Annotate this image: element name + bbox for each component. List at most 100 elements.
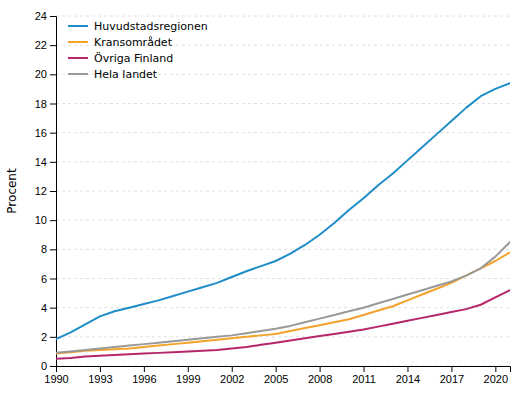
- tick: 22: [35, 39, 56, 51]
- grid-line: [56, 103, 510, 104]
- tick-mark: [50, 104, 56, 105]
- tick-label: 14: [35, 156, 47, 168]
- tick-label: 2017: [440, 373, 464, 385]
- lines: [56, 83, 510, 359]
- tick-label: 24: [35, 10, 47, 22]
- tick: 1990: [44, 366, 68, 385]
- tick: 0: [41, 360, 56, 372]
- tick-label: 0: [41, 360, 47, 372]
- tick-label: 6: [41, 273, 47, 285]
- y-axis-title: Procent: [5, 168, 19, 214]
- tick-mark: [276, 366, 277, 372]
- tick-label: 1993: [88, 373, 112, 385]
- series-line: [56, 252, 510, 353]
- series-line: [56, 290, 510, 359]
- tick-mark: [50, 308, 56, 309]
- tick: 2020: [484, 366, 508, 385]
- tick: 18: [35, 98, 56, 110]
- legend-item: Kransområdet: [68, 36, 173, 49]
- grid-line: [56, 191, 510, 192]
- tick-label: 2002: [220, 373, 244, 385]
- grid-line: [56, 16, 510, 17]
- grid-line: [56, 220, 510, 221]
- tick: 20: [35, 68, 56, 80]
- tick-mark: [232, 366, 233, 372]
- tick-mark: [50, 16, 56, 17]
- grid-line: [56, 132, 510, 133]
- chart: 1990199319961999200220052008201120142017…: [0, 0, 528, 400]
- tick-mark: [364, 366, 365, 372]
- legend-label: Huvudstadsregionen: [94, 20, 208, 33]
- tick-mark: [407, 366, 408, 372]
- grid-line: [56, 161, 510, 162]
- tick-label: 2020: [484, 373, 508, 385]
- tick-mark: [50, 133, 56, 134]
- legend-label: Kransområdet: [94, 36, 173, 49]
- tick: 8: [41, 243, 56, 255]
- legend-swatch: [68, 73, 88, 75]
- tick-mark: [495, 366, 496, 372]
- tick-mark: [100, 366, 101, 372]
- tick: 1999: [176, 366, 200, 385]
- tick: 10: [35, 214, 56, 226]
- tick: 2005: [264, 366, 288, 385]
- axis-line: [57, 367, 511, 373]
- tick: 2: [41, 331, 56, 343]
- y-axis: 024681012141618202224: [35, 10, 57, 372]
- tick: 2008: [308, 366, 332, 385]
- tick-mark: [50, 191, 56, 192]
- tick-label: 4: [41, 302, 47, 314]
- tick-label: 20: [35, 68, 47, 80]
- tick-label: 8: [41, 243, 47, 255]
- tick-label: 16: [35, 127, 47, 139]
- tick-mark: [50, 74, 56, 75]
- tick: 2017: [440, 366, 464, 385]
- tick-mark: [320, 366, 321, 372]
- tick-label: 2008: [308, 373, 332, 385]
- grid-line: [56, 249, 510, 250]
- x-axis: 1990 1993 1996 1999 2002 2005 2008 2011 2014 2017…: [44, 366, 510, 385]
- legend-item: Övriga Finland: [68, 52, 173, 65]
- tick-label: 2005: [264, 373, 288, 385]
- grid-line: [56, 278, 510, 279]
- tick: 2014: [396, 366, 420, 385]
- tick-label: 10: [35, 214, 47, 226]
- tick-mark: [50, 249, 56, 250]
- series-line: [56, 83, 510, 339]
- tick-label: 2011: [352, 373, 376, 385]
- legend-swatch: [68, 57, 88, 59]
- legend-item: Huvudstadsregionen: [68, 20, 208, 33]
- tick-label: 2014: [396, 373, 420, 385]
- tick-mark: [50, 279, 56, 280]
- legend-swatch: [68, 25, 88, 27]
- legend: Huvudstadsregionen Kransområdet Övriga Fin…: [68, 20, 208, 81]
- axis-line: [50, 17, 57, 367]
- tick-label: 1990: [44, 373, 68, 385]
- tick: 24: [35, 10, 56, 22]
- tick-label: 2: [41, 331, 47, 343]
- plot: 1990199319961999200220052008201120142017…: [35, 10, 511, 385]
- tick: 6: [41, 273, 56, 285]
- tick-mark: [50, 337, 56, 338]
- tick: 1993: [88, 366, 112, 385]
- tick: 16: [35, 127, 56, 139]
- legend-label: Övriga Finland: [94, 52, 173, 65]
- tick-label: 1996: [132, 373, 156, 385]
- tick-mark: [50, 162, 56, 163]
- series-line: [56, 242, 510, 353]
- tick: 1996: [132, 366, 156, 385]
- tick: 4: [41, 302, 56, 314]
- legend-label: Hela landet: [94, 68, 158, 81]
- tick-label: 1999: [176, 373, 200, 385]
- tick: 2011: [352, 366, 376, 385]
- grid-line: [56, 336, 510, 337]
- tick-mark: [144, 366, 145, 372]
- tick-mark: [451, 366, 452, 372]
- tick-label: 12: [35, 185, 47, 197]
- tick-mark: [188, 366, 189, 372]
- tick-mark: [50, 366, 56, 367]
- tick: 14: [35, 156, 56, 168]
- tick: 12: [35, 185, 56, 197]
- tick-mark: [50, 45, 56, 46]
- tick: 2002: [220, 366, 244, 385]
